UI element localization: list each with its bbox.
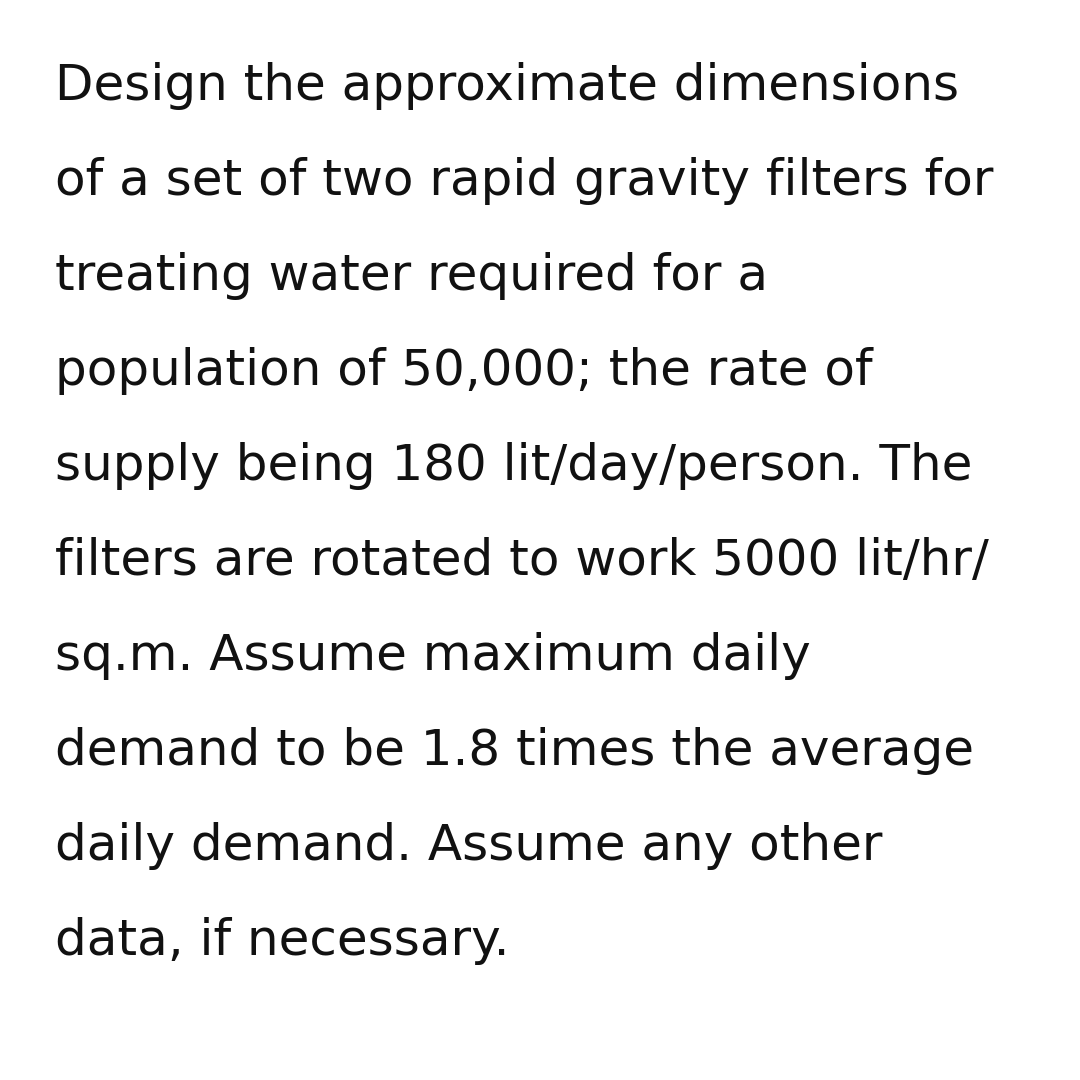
Text: supply being 180 lit/day/person. The: supply being 180 lit/day/person. The: [55, 442, 972, 490]
Text: demand to be 1.8 times the average: demand to be 1.8 times the average: [55, 727, 974, 775]
Text: population of 50,000; the rate of: population of 50,000; the rate of: [55, 347, 873, 395]
Text: of a set of two rapid gravity filters for: of a set of two rapid gravity filters fo…: [55, 157, 994, 205]
Text: daily demand. Assume any other: daily demand. Assume any other: [55, 822, 882, 870]
Text: filters are rotated to work 5000 lit/hr/: filters are rotated to work 5000 lit/hr/: [55, 537, 989, 585]
Text: data, if necessary.: data, if necessary.: [55, 917, 510, 966]
Text: Design the approximate dimensions: Design the approximate dimensions: [55, 62, 959, 110]
Text: treating water required for a: treating water required for a: [55, 252, 768, 300]
Text: sq.m. Assume maximum daily: sq.m. Assume maximum daily: [55, 632, 811, 680]
